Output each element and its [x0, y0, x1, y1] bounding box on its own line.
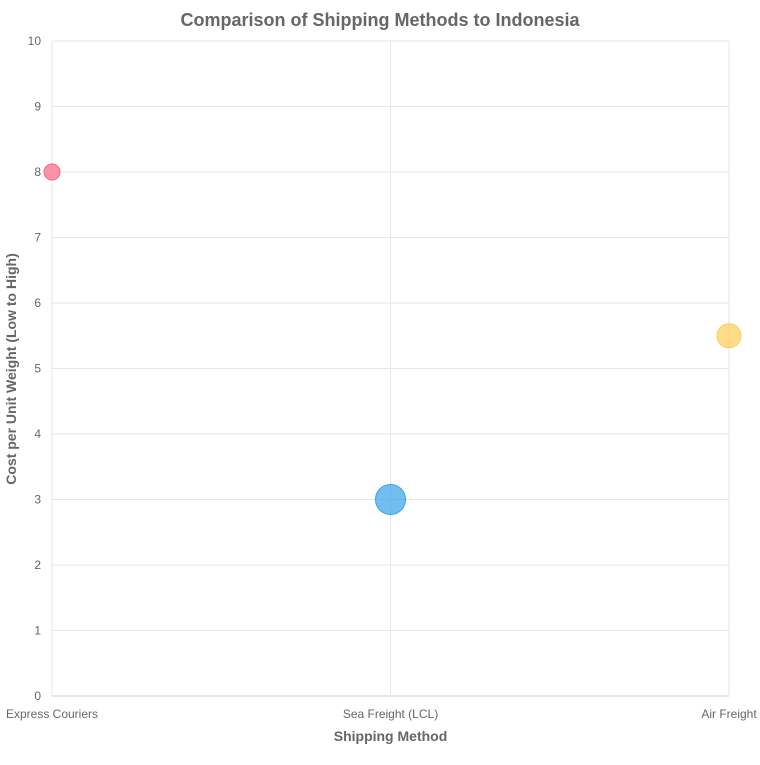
- x-tick-label: Express Couriers: [6, 707, 98, 721]
- y-tick-label: 6: [34, 296, 41, 310]
- y-tick-label: 0: [34, 689, 41, 703]
- y-tick-label: 2: [34, 558, 41, 572]
- x-axis-label: Shipping Method: [334, 728, 448, 744]
- y-tick-label: 7: [34, 231, 41, 245]
- y-tick-label: 4: [34, 427, 41, 441]
- y-tick-label: 10: [28, 34, 42, 48]
- x-tick-label: Air Freight: [701, 707, 757, 721]
- y-tick-label: 9: [34, 100, 41, 114]
- bubble-point: [716, 323, 742, 349]
- x-tick-label: Sea Freight (LCL): [343, 707, 438, 721]
- bubble-point: [375, 484, 406, 515]
- chart-title: Comparison of Shipping Methods to Indone…: [181, 10, 581, 30]
- bubble-point: [43, 163, 61, 181]
- y-tick-label: 5: [34, 362, 41, 376]
- y-tick-label: 3: [34, 493, 41, 507]
- y-axis-label: Cost per Unit Weight (Low to High): [3, 253, 19, 485]
- y-tick-label: 8: [34, 165, 41, 179]
- y-tick-label: 1: [34, 624, 41, 638]
